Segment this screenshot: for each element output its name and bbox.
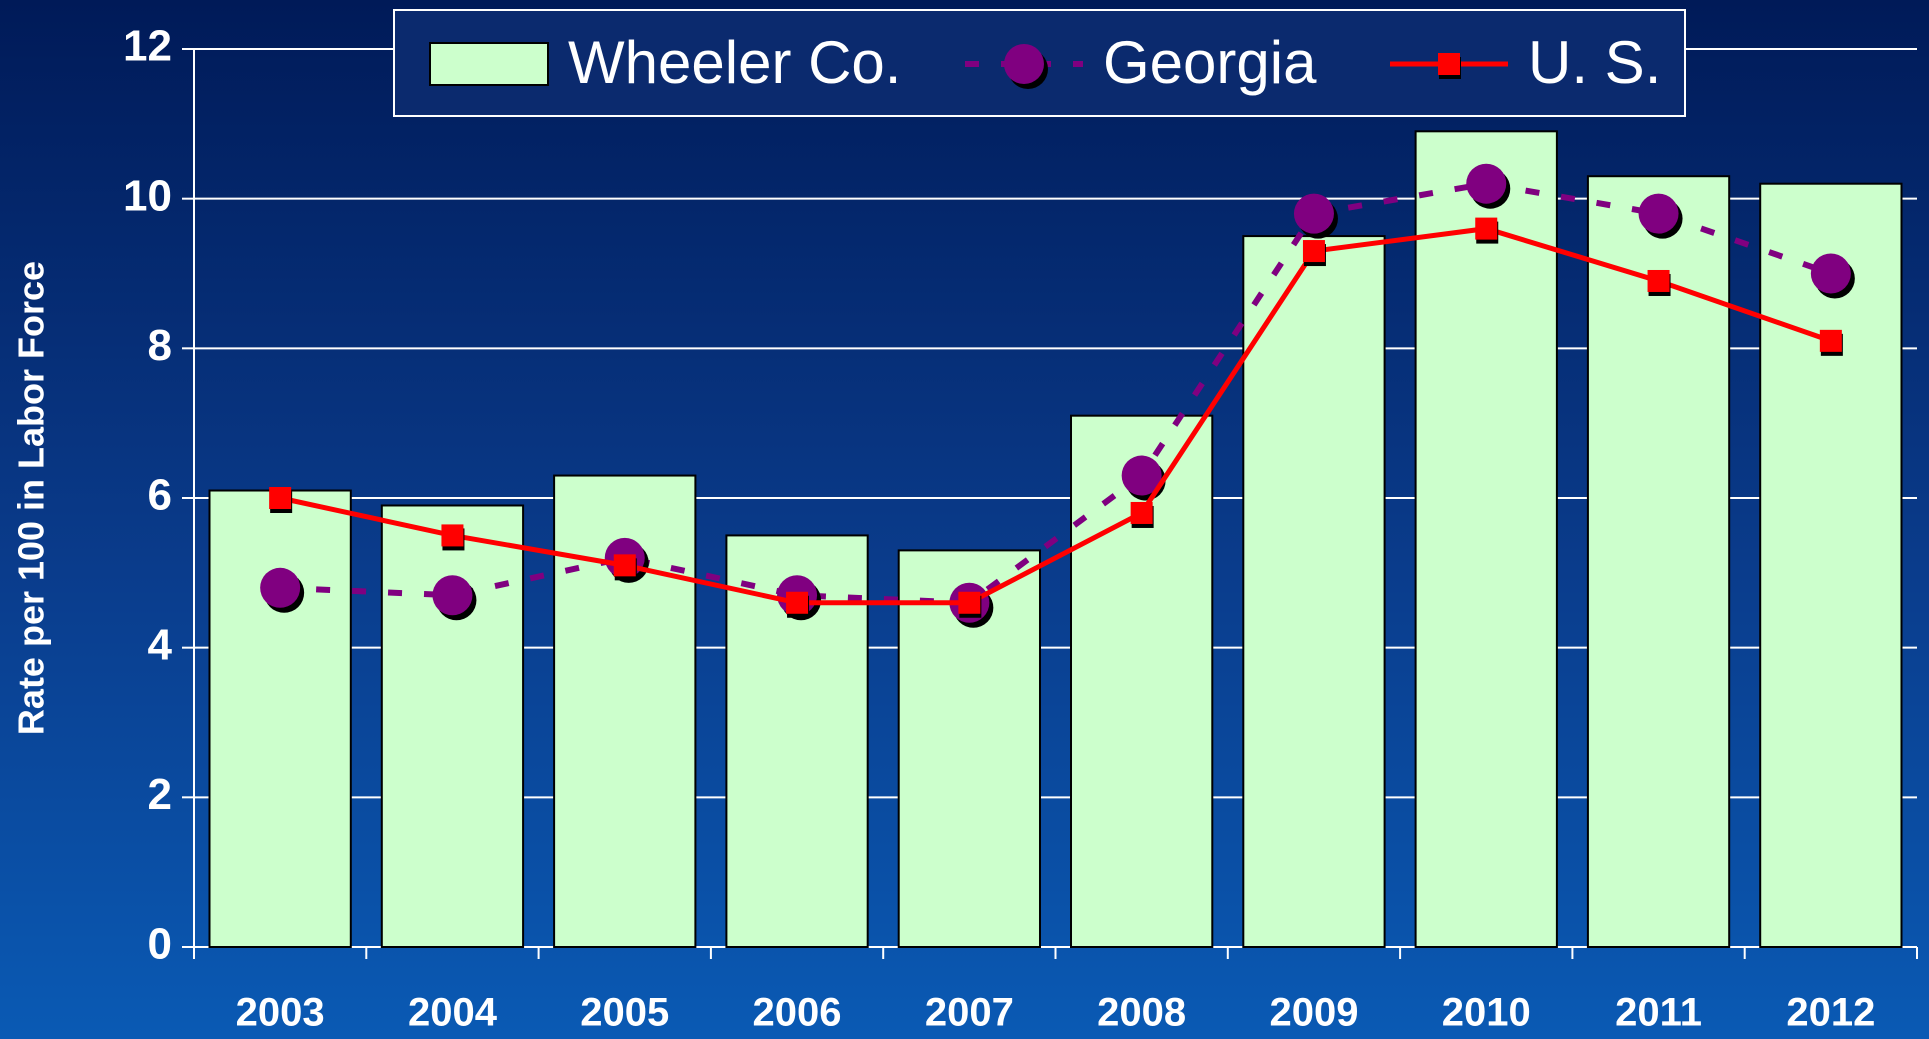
- marker: [1004, 44, 1044, 84]
- y-tick-label: 2: [148, 770, 172, 819]
- bar: [1586, 175, 1731, 948]
- marker: [1638, 193, 1679, 234]
- x-tick-label: 2009: [1269, 991, 1358, 1035]
- line: [279, 226, 1832, 606]
- marker: [1130, 501, 1153, 524]
- legend-label: Wheeler Co.: [568, 29, 901, 96]
- x-tick-label: 2005: [580, 991, 669, 1035]
- marker: [613, 554, 636, 577]
- marker: [441, 524, 464, 547]
- x-tick-label: 2006: [753, 991, 842, 1035]
- marker: [786, 591, 809, 614]
- x-tick-label: 2004: [408, 991, 498, 1035]
- line: [280, 180, 1832, 606]
- bar: [380, 504, 525, 948]
- x-tick-label: 2003: [236, 991, 325, 1035]
- bar: [208, 489, 352, 948]
- marker: [1466, 163, 1507, 204]
- marker: [1293, 193, 1334, 234]
- y-tick-label: 0: [148, 920, 172, 969]
- bar: [1414, 130, 1558, 949]
- bar: [1759, 182, 1903, 948]
- y-tick-label: 10: [123, 171, 172, 220]
- y-axis-label: Rate per 100 in Labor Force: [11, 261, 52, 735]
- x-tick-label: 2012: [1786, 991, 1875, 1035]
- marker: [1475, 217, 1498, 240]
- y-tick-label: 12: [123, 22, 172, 71]
- marker: [1647, 269, 1670, 292]
- legend-label: U. S.: [1528, 29, 1661, 96]
- legend-swatch: [429, 42, 549, 86]
- marker: [1302, 240, 1325, 263]
- marker: [1438, 53, 1460, 75]
- marker: [1121, 455, 1162, 496]
- marker: [260, 567, 301, 608]
- x-tick-label: 2007: [925, 991, 1014, 1035]
- x-tick-label: 2011: [1615, 991, 1702, 1035]
- y-tick-label: 6: [148, 471, 172, 520]
- y-tick-label: 8: [148, 321, 172, 370]
- marker: [432, 575, 473, 616]
- y-tick-label: 4: [148, 620, 173, 669]
- marker: [1810, 253, 1851, 294]
- x-tick-label: 2010: [1442, 991, 1531, 1035]
- bar: [1242, 235, 1386, 949]
- legend-label: Georgia: [1103, 29, 1317, 96]
- x-tick-label: 2008: [1097, 991, 1186, 1035]
- marker: [958, 591, 981, 614]
- marker: [269, 487, 292, 509]
- marker: [1819, 329, 1842, 352]
